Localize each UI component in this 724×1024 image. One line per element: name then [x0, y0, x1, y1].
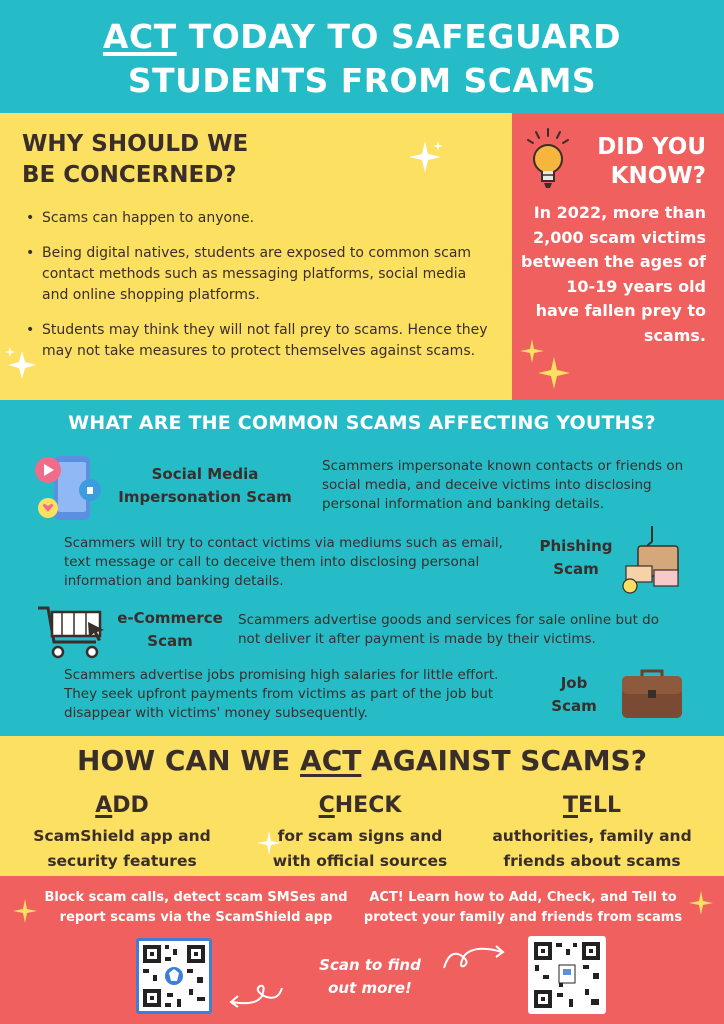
tell-column: TELL authorities, family and friends abo…	[484, 792, 700, 874]
phishing-scam-desc: Scammers will try to contact victims via…	[64, 535, 503, 589]
arrow-left-icon	[229, 984, 283, 1008]
lightbulb-icon	[527, 128, 569, 188]
concern-heading: WHY SHOULD WE BE CONCERNED?	[22, 131, 249, 188]
briefcase-icon	[622, 669, 682, 718]
sparkle-icon	[5, 347, 36, 379]
footer-section: Block scam calls, detect scam SMSes and …	[0, 876, 724, 1024]
concern-point: Students may think they will not fall pr…	[22, 320, 492, 362]
footer-act-text: ACT! Learn how to Add, Check, and Tell t…	[363, 890, 683, 925]
header-banner: ACT TODAY TO SAFEGUARD STUDENTS FROM SCA…	[0, 0, 724, 113]
scan-prompt: Scan to find out more!	[319, 956, 421, 997]
qr-pattern-icon	[143, 945, 205, 1007]
sparkle-icon	[257, 831, 281, 855]
tell-description: authorities, family and friends about sc…	[492, 827, 692, 870]
did-you-know-fact: In 2022, more than 2,000 scam victims be…	[521, 203, 707, 345]
did-you-know-heading: DID YOU KNOW?	[597, 134, 706, 189]
shopping-cart-icon	[38, 606, 104, 659]
social-media-phone-icon	[35, 456, 101, 520]
sparkle-icon	[689, 891, 713, 915]
act-qr-code[interactable]	[528, 936, 606, 1014]
page-title-line1: ACT TODAY TO SAFEGUARD	[102, 17, 622, 56]
check-label: CHECK	[318, 793, 402, 818]
act-section: HOW CAN WE ACT AGAINST SCAMS? ADD ScamSh…	[0, 736, 724, 876]
sparkle-icon	[13, 899, 37, 923]
social-media-scam-title: Social Media Impersonation Scam	[118, 465, 292, 506]
concern-point: Being digital natives, students are expo…	[22, 243, 492, 306]
common-scams-section: WHAT ARE THE COMMON SCAMS AFFECTING YOUT…	[0, 400, 724, 736]
concern-section: WHY SHOULD WE BE CONCERNED? Scams can ha…	[0, 113, 512, 400]
act-heading: HOW CAN WE ACT AGAINST SCAMS?	[77, 744, 647, 777]
tell-label: TELL	[562, 793, 622, 818]
ecommerce-scam-title: e-Commerce Scam	[117, 609, 223, 650]
add-description: ScamShield app and security features	[33, 827, 211, 870]
ecommerce-scam-desc: Scammers advertise goods and services fo…	[238, 612, 659, 647]
job-scam-desc: Scammers advertise jobs promising high s…	[64, 667, 499, 721]
job-scam-title: Job Scam	[551, 674, 597, 715]
footer-scamshield-text: Block scam calls, detect scam SMSes and …	[44, 890, 348, 925]
phishing-scam-title: Phishing Scam	[539, 537, 613, 578]
add-column: ADD ScamShield app and security features	[20, 792, 224, 874]
concern-list: Scams can happen to anyone. Being digita…	[22, 208, 492, 376]
title-act-word: ACT	[102, 17, 177, 56]
social-media-scam-desc: Scammers impersonate known contacts or f…	[322, 458, 684, 512]
phishing-hook-icon	[622, 526, 679, 594]
did-you-know-section: DID YOU KNOW? In 2022, more than 2,000 s…	[512, 113, 724, 400]
add-label: ADD	[95, 793, 149, 818]
page-title-line2: STUDENTS FROM SCAMS	[127, 61, 597, 100]
sparkle-icon	[409, 141, 443, 173]
scamshield-qr-code[interactable]	[136, 938, 212, 1014]
qr-pattern-icon	[534, 942, 600, 1008]
sparkle-icon	[520, 339, 570, 389]
common-scams-heading: WHAT ARE THE COMMON SCAMS AFFECTING YOUT…	[68, 412, 656, 434]
check-description: for scam signs and with official sources	[272, 827, 448, 870]
concern-point: Scams can happen to anyone.	[22, 208, 492, 229]
arrow-right-icon	[443, 945, 505, 969]
check-column: CHECK for scam signs and with official s…	[256, 792, 464, 874]
